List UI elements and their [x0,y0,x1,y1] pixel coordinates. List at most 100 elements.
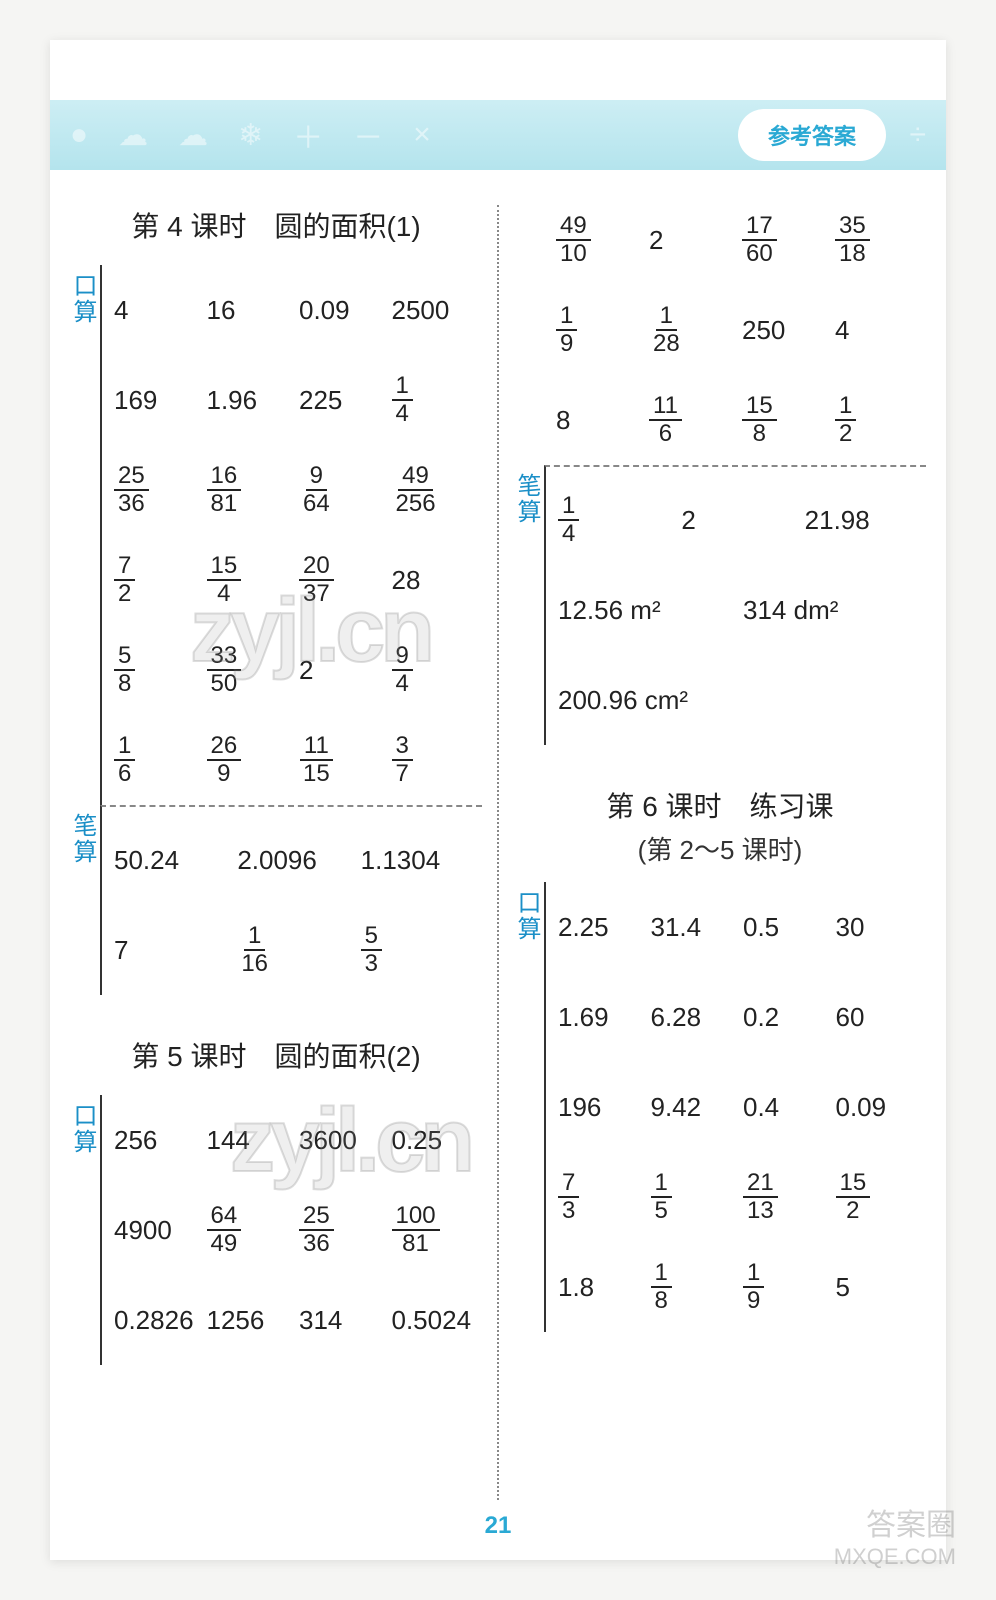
value: 200.96 cm² [558,685,688,716]
answer-cell: 314 [297,1301,390,1340]
fraction: 14 [392,373,413,428]
answer-cell: 49256 [390,459,483,522]
answer-cell: 0.09 [834,1088,927,1127]
fraction: 3350 [207,643,242,698]
value: 4 [835,315,849,346]
lesson6-kousuan: 口算 2.2531.40.5301.696.280.2601969.420.40… [514,882,926,1332]
answer-cell: 4 [833,311,926,350]
cloud-icon: ☁ [178,118,208,153]
answer-cell: 19 [741,1256,834,1319]
answer-row: 1.696.280.260 [556,972,926,1062]
answer-cell: 169 [112,381,205,420]
value: 2 [681,505,695,536]
fraction: 37 [392,733,413,788]
fraction: 158 [742,393,777,448]
multiply-icon: × [413,118,431,152]
fraction: 3518 [835,213,870,268]
value: 3600 [299,1125,357,1156]
answer-cell: 200.96 cm² [556,681,926,720]
answer-cell: 73 [556,1166,649,1229]
fraction: 2536 [114,463,149,518]
answer-row: 191282504 [554,285,926,375]
fraction: 154 [207,553,242,608]
answer-cell: 53 [359,919,482,982]
fraction: 12 [835,393,856,448]
answer-row: 200.96 cm² [556,655,926,745]
answer-cell: 4 [112,291,205,330]
content-area: 第 4 课时 圆的面积(1) 口算 4160.0925001691.962251… [70,195,926,1500]
fraction: 53 [361,923,382,978]
answer-row: 2.2531.40.530 [556,882,926,972]
answer-cell: 2536 [297,1199,390,1262]
kousuan-label: 口算 [70,265,100,805]
corner-line2: MXQE.COM [834,1544,956,1570]
answer-cell: 154 [205,549,298,612]
fraction: 1760 [742,213,777,268]
lesson4-kousuan: 口算 4160.0925001691.962251425361681964492… [70,265,482,805]
value: 0.09 [299,295,350,326]
value: 4900 [114,1215,172,1246]
value: 1.1304 [361,845,441,876]
answer-cell: 250 [740,311,833,350]
answer-cell: 152 [834,1166,927,1229]
value: 314 [299,1305,342,1336]
answer-key-badge: 参考答案 [738,109,886,161]
answer-cell: 12 [833,389,926,452]
value: 250 [742,315,785,346]
lesson4-kousuan-grid: 4160.0925001691.962251425361681964492567… [100,265,482,805]
answer-cell: 116 [647,389,740,452]
kousuan-label: 口算 [70,1095,100,1365]
fraction: 2536 [299,1203,334,1258]
answer-cell: 964 [297,459,390,522]
value: 0.2 [743,1002,779,1033]
value: 0.5024 [392,1305,472,1336]
value: 6.28 [651,1002,702,1033]
answer-cell: 58 [112,639,205,702]
answer-cell: 196 [556,1088,649,1127]
lesson5-kousuan-left: 口算 25614436000.25490064492536100810.2826… [70,1095,482,1365]
answer-row: 0.2826 1256314 0.5024 [112,1275,482,1365]
value: 50.24 [114,845,179,876]
answer-cell: 6.28 [649,998,742,1037]
value: 196 [558,1092,601,1123]
answer-cell: 2113 [741,1166,834,1229]
value: 225 [299,385,342,416]
fraction: 269 [207,733,242,788]
fraction: 19 [743,1260,764,1315]
answer-row: 50.24 2.0096 1.1304 [112,815,482,905]
answer-cell: 31.4 [649,908,742,947]
answer-row: 2536168196449256 [112,445,482,535]
answer-row: 1.818195 [556,1242,926,1332]
answer-cell: 225 [297,381,390,420]
lesson5-bisuan-grid: 14221.9812.56 m²314 dm²200.96 cm² [544,465,926,745]
fraction: 73 [558,1170,579,1225]
lesson5-kousuan-grid-right: 4910217603518191282504811615812 [544,195,926,465]
lesson5-kousuan-grid-left: 25614436000.25490064492536100810.2826125… [100,1095,482,1365]
value: 5 [836,1272,850,1303]
left-column: 第 4 课时 圆的面积(1) 口算 4160.0925001691.962251… [70,195,497,1500]
minus-icon: － [353,113,383,157]
answer-row: 4160.092500 [112,265,482,355]
value: 60 [836,1002,865,1033]
answer-row: 72154203728 [112,535,482,625]
answer-cell: 2037 [297,549,390,612]
answer-row: 491021760 3518 [554,195,926,285]
value: 2.0096 [237,845,317,876]
answer-cell: 4910 [554,209,647,272]
circle-icon: ● [70,118,88,152]
answer-row: 1691.9622514 [112,355,482,445]
answer-cell: 2 [647,221,740,260]
value: 30 [836,912,865,943]
lesson5-kousuan-right: 口 4910217603518191282504811615812 [514,195,926,465]
answer-cell: 0.4 [741,1088,834,1127]
value: 144 [207,1125,250,1156]
answer-cell: 94 [390,639,483,702]
value: 1.8 [558,1272,594,1303]
answer-cell: 0.09 [297,291,390,330]
answer-cell: 2500 [390,291,483,330]
answer-cell: 1256 [205,1301,298,1340]
answer-row: 16269111537 [112,715,482,805]
value: 0.2826 [114,1305,194,1336]
fraction: 49256 [392,463,440,518]
answer-cell: 1760 [740,209,833,272]
